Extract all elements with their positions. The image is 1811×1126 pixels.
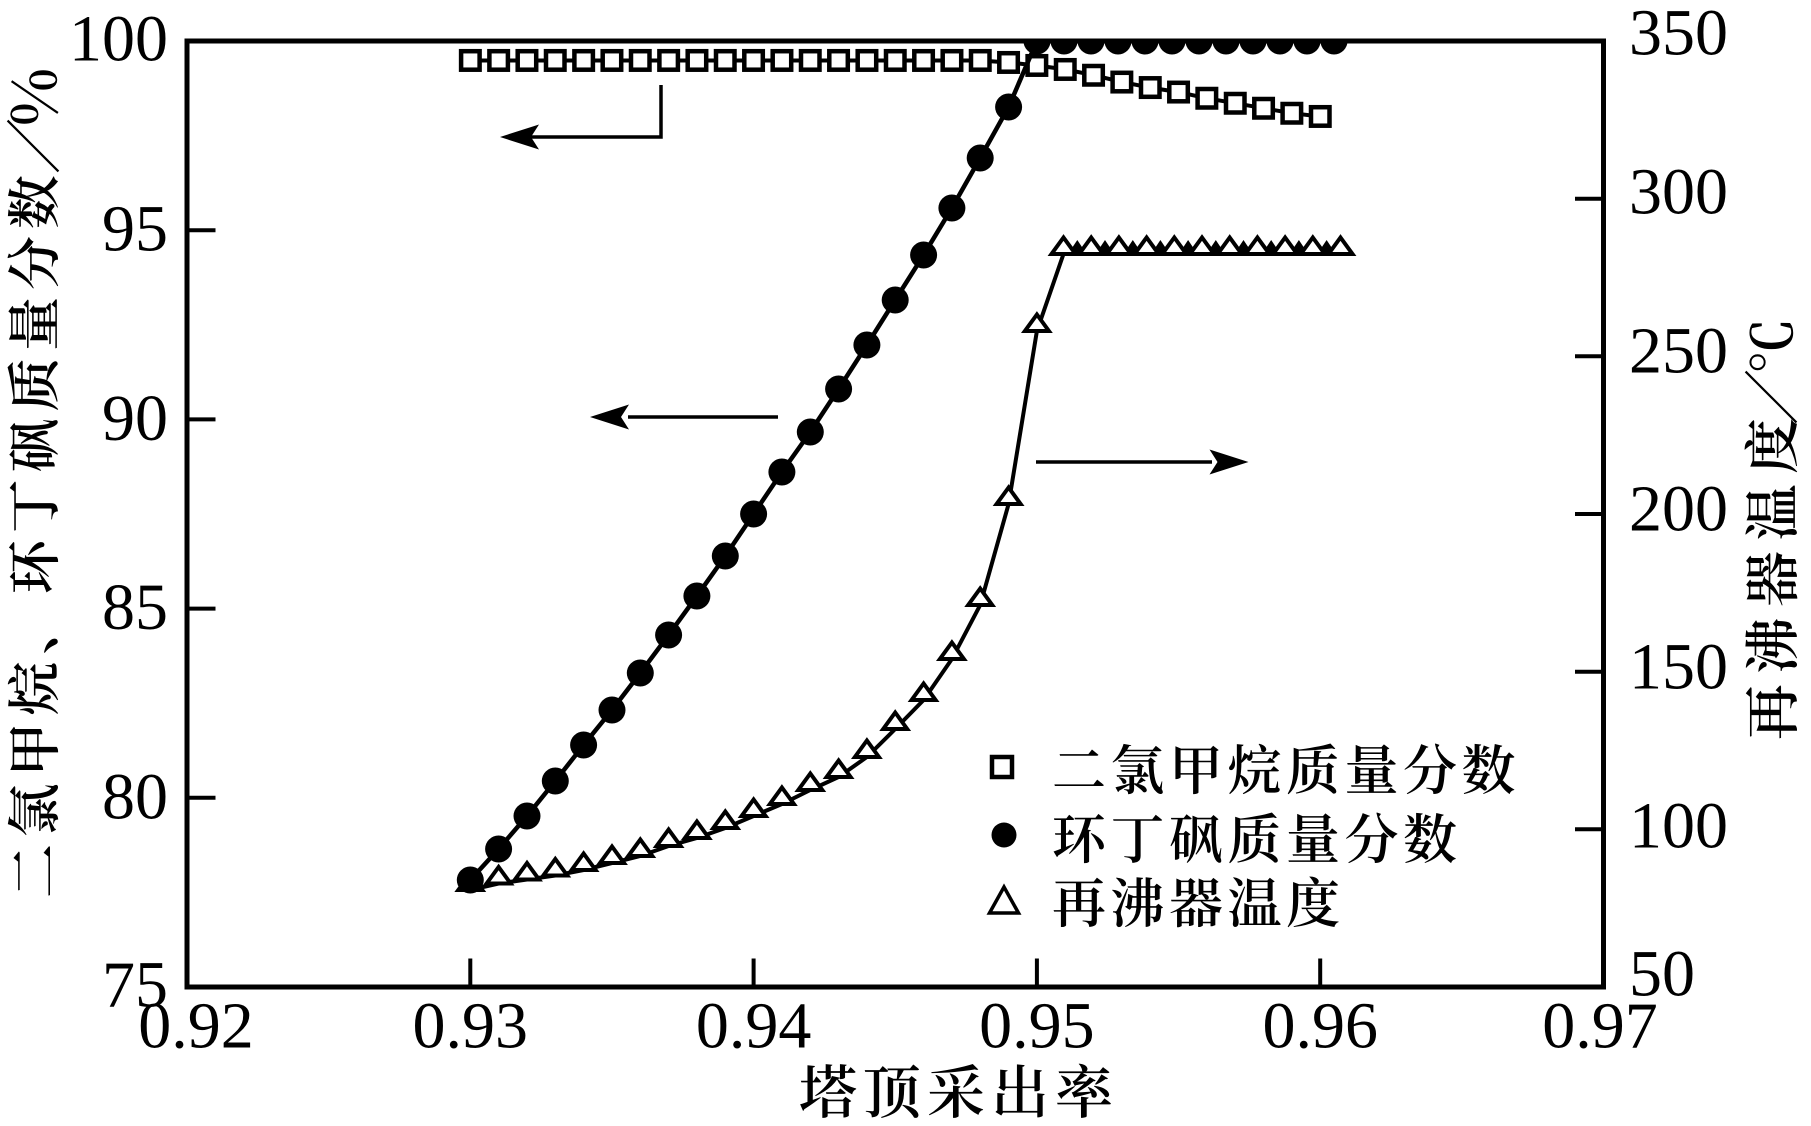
svg-text:0.96: 0.96 [1262, 990, 1378, 1063]
svg-text:150: 150 [1629, 631, 1728, 704]
svg-text:0.93: 0.93 [413, 990, 529, 1063]
svg-text:0.95: 0.95 [979, 990, 1095, 1063]
svg-text:200: 200 [1629, 473, 1728, 546]
svg-text:80: 80 [102, 761, 168, 834]
svg-text:300: 300 [1629, 156, 1728, 229]
svg-text:0.97: 0.97 [1542, 990, 1658, 1063]
svg-text:350: 350 [1629, 0, 1728, 70]
svg-text:0.92: 0.92 [138, 990, 254, 1063]
svg-text:100: 100 [1629, 790, 1728, 863]
svg-text:250: 250 [1629, 315, 1728, 388]
svg-text:0.94: 0.94 [696, 990, 812, 1063]
svg-text:100: 100 [69, 3, 168, 76]
svg-text:95: 95 [102, 193, 168, 266]
svg-text:90: 90 [102, 382, 168, 455]
svg-text:85: 85 [102, 571, 168, 644]
svg-text:50: 50 [1629, 938, 1695, 1011]
svg-text:75: 75 [102, 949, 168, 1022]
